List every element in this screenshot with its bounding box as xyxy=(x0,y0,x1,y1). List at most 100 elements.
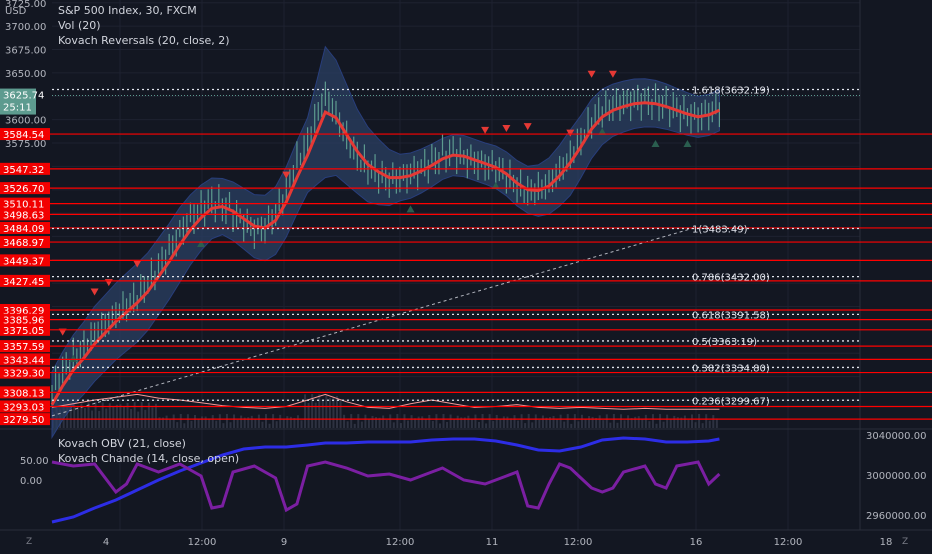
symbol-title[interactable]: S&P 500 Index, 30, FXCM xyxy=(58,4,197,17)
volume-bar xyxy=(83,408,86,428)
zoom-icon[interactable]: Z xyxy=(26,537,32,547)
volume-bar xyxy=(382,415,385,428)
sub-right-tick-label: 3040000.00 xyxy=(866,431,926,442)
level-label: 3329.30 xyxy=(3,369,44,380)
volume-bar xyxy=(314,402,317,428)
volume-bar xyxy=(336,396,338,428)
level-label-bg xyxy=(0,313,50,326)
reversal-up-marker xyxy=(69,354,78,362)
volume-bar xyxy=(431,420,434,428)
price-tick-label: 3725.00 xyxy=(5,0,46,10)
volume-bar xyxy=(616,422,619,428)
volume-bar xyxy=(517,420,520,428)
sub-plot[interactable]: 50.00 0.00 3040000.00 3000000.00 2960000.00 xyxy=(20,431,926,524)
volume-indicator-label[interactable]: Vol (20) xyxy=(58,19,101,32)
level-label-bg xyxy=(0,254,50,267)
obv-indicator-label[interactable]: Kovach OBV (21, close) xyxy=(58,437,186,450)
volume-bar xyxy=(222,423,225,428)
volume-bar xyxy=(414,418,417,428)
volume-bar xyxy=(261,421,264,428)
volume-bar xyxy=(215,420,218,428)
volume-bar xyxy=(559,414,562,428)
moving-average-line xyxy=(50,101,720,406)
level-label: 3357.59 xyxy=(3,342,44,353)
time-tick-label: 4 xyxy=(103,537,109,548)
volume-bar xyxy=(119,404,122,428)
zoom-icon[interactable]: Z xyxy=(902,537,908,547)
current-price-badge[interactable] xyxy=(0,88,36,115)
volume-bar xyxy=(172,414,175,428)
time-axis-bg xyxy=(0,530,932,550)
reversal-down-marker xyxy=(566,129,575,137)
volume-bar xyxy=(673,415,676,428)
volume-bar xyxy=(591,416,594,428)
sub-right-tick-label: 2960000.00 xyxy=(866,511,926,522)
volume-bar xyxy=(513,415,516,428)
volume-bar xyxy=(399,423,402,428)
reversal-down-marker xyxy=(481,126,490,134)
volume-bar xyxy=(282,418,285,428)
volume-bar xyxy=(541,415,544,428)
reversal-down-marker xyxy=(523,123,532,131)
time-axis[interactable]: 4 12:00 9 12:00 11 12:00 16 12:00 18 Z Z xyxy=(0,529,932,550)
chande-indicator-label[interactable]: Kovach Chande (14, close, open) xyxy=(58,452,240,465)
time-tick-label: 11 xyxy=(486,537,499,548)
volume-bar xyxy=(279,414,282,428)
reversal-up-marker xyxy=(197,239,206,247)
level-label: 3526.70 xyxy=(3,184,44,195)
volume-bar xyxy=(449,414,452,428)
volume-bar xyxy=(186,414,189,428)
volume-bar xyxy=(325,395,328,428)
level-label-bg xyxy=(0,413,50,426)
reversals-indicator-label[interactable]: Kovach Reversals (20, close, 2) xyxy=(58,34,230,47)
volume-bar xyxy=(534,414,537,428)
volume-bar xyxy=(389,414,392,428)
volume-bar xyxy=(133,402,136,428)
top-legend: S&P 500 Index, 30, FXCM Vol (20) Kovach … xyxy=(58,3,230,48)
volume-bar xyxy=(641,418,644,428)
sub-left-tick-label: 50.00 xyxy=(20,456,49,467)
price-tick-label: 3675.00 xyxy=(5,46,46,57)
volume-bar xyxy=(584,418,587,428)
volume-bar xyxy=(506,416,509,428)
volume-bar xyxy=(286,416,289,428)
level-label: 3449.37 xyxy=(3,256,44,267)
sub-left-tick-label: 0.00 xyxy=(20,476,42,487)
level-label-bg xyxy=(0,303,50,316)
level-label-bg xyxy=(0,236,50,249)
volume-bar xyxy=(492,420,495,428)
volume-bar xyxy=(655,423,658,428)
volume-bar xyxy=(691,414,693,428)
time-tick-label: 16 xyxy=(690,537,703,548)
volume-bar xyxy=(304,394,307,428)
level-label: 3498.63 xyxy=(3,210,44,221)
volume-bar xyxy=(403,414,406,428)
volume-bar xyxy=(460,417,463,428)
volume-bar xyxy=(662,421,665,428)
sub-right-tick-label: 3000000.00 xyxy=(866,471,926,482)
level-label: 3510.11 xyxy=(3,200,44,211)
reversal-down-marker xyxy=(90,288,99,296)
volume-bar xyxy=(154,403,157,428)
volume-bar xyxy=(545,417,548,428)
volume-bar xyxy=(410,415,413,428)
main-plot[interactable]: 1.618(3632.19) 1(3483.49) 0.786(3432.00) 0.… xyxy=(0,45,932,440)
level-label-bg xyxy=(0,323,50,336)
volume-bar xyxy=(69,404,72,428)
volume-bar xyxy=(392,422,395,428)
level-label-bg xyxy=(0,366,50,379)
volume-bar xyxy=(240,415,243,428)
volume-bar xyxy=(527,414,530,428)
volume-bar xyxy=(620,414,622,428)
fib-label: 0.786(3432.00) xyxy=(692,273,770,284)
volume-bar xyxy=(428,414,431,428)
price-tick-label: 3600.00 xyxy=(5,116,46,127)
volume-bar xyxy=(272,414,275,428)
volume-bar xyxy=(421,416,424,428)
price-axis[interactable]: 3725.00 3700.00 3675.00 3650.00 3600.00 3575.… xyxy=(0,0,46,150)
reversal-down-marker xyxy=(587,70,596,78)
volume-bar xyxy=(396,414,399,428)
volume-bar xyxy=(371,415,374,428)
volume-bar xyxy=(360,421,363,428)
